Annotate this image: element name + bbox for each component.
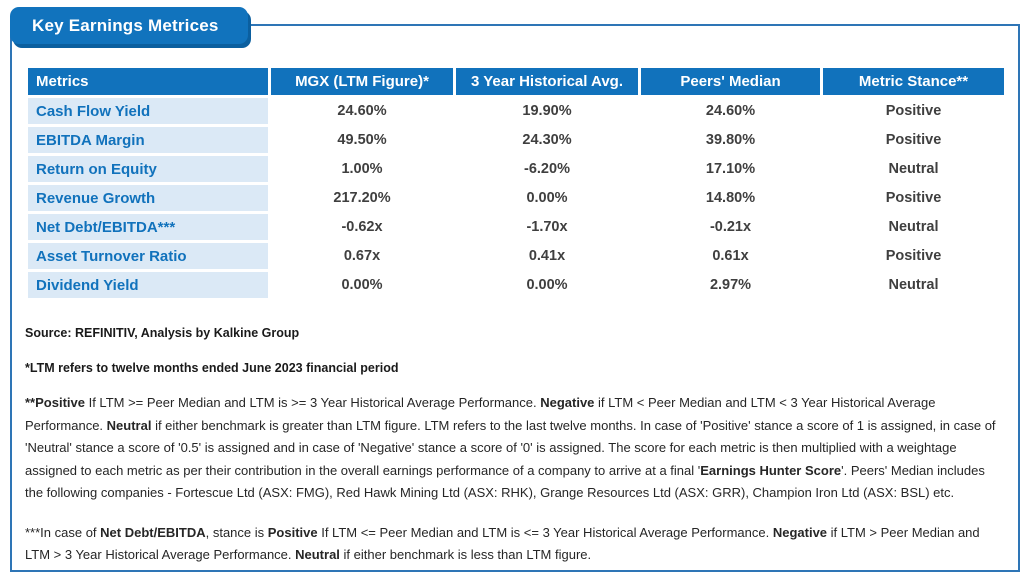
metric-name-cell: Revenue Growth [28, 185, 268, 211]
column-header-mgx: MGX (LTM Figure)* [271, 68, 453, 95]
historical-value-cell: -6.20% [456, 156, 638, 182]
metric-name-cell: Dividend Yield [28, 272, 268, 298]
historical-value-cell: 24.30% [456, 127, 638, 153]
metric-name-cell: Net Debt/EBITDA*** [28, 214, 268, 240]
table-row: Cash Flow Yield 24.60% 19.90% 24.60% Pos… [28, 98, 1004, 124]
peers-median-cell: 24.60% [641, 98, 820, 124]
column-header-metric-stance: Metric Stance** [823, 68, 1004, 95]
ltm-footnote: *LTM refers to twelve months ended June … [25, 361, 399, 375]
card-content: Metrics MGX (LTM Figure)* 3 Year Histori… [25, 65, 1007, 567]
table-row: Return on Equity 1.00% -6.20% 17.10% Neu… [28, 156, 1004, 182]
table-header-row: Metrics MGX (LTM Figure)* 3 Year Histori… [28, 68, 1004, 95]
metric-name-cell: Asset Turnover Ratio [28, 243, 268, 269]
peers-median-cell: 0.61x [641, 243, 820, 269]
table-row: Dividend Yield 0.00% 0.00% 2.97% Neutral [28, 272, 1004, 298]
historical-value-cell: 19.90% [456, 98, 638, 124]
stance-definition-footnote: **Positive If LTM >= Peer Median and LTM… [25, 395, 996, 500]
mgx-value-cell: -0.62x [271, 214, 453, 240]
source-note: Source: REFINITIV, Analysis by Kalkine G… [25, 326, 300, 340]
historical-value-cell: 0.00% [456, 272, 638, 298]
stance-cell: Positive [823, 185, 1004, 211]
stance-cell: Neutral [823, 214, 1004, 240]
peers-median-cell: -0.21x [641, 214, 820, 240]
stance-cell: Positive [823, 243, 1004, 269]
column-header-metrics: Metrics [28, 68, 268, 95]
mgx-value-cell: 217.20% [271, 185, 453, 211]
table-row: Asset Turnover Ratio 0.67x 0.41x 0.61x P… [28, 243, 1004, 269]
mgx-value-cell: 49.50% [271, 127, 453, 153]
historical-value-cell: 0.41x [456, 243, 638, 269]
table-row: EBITDA Margin 49.50% 24.30% 39.80% Posit… [28, 127, 1004, 153]
stance-cell: Neutral [823, 272, 1004, 298]
peers-median-cell: 14.80% [641, 185, 820, 211]
title-tab: Key Earnings Metrices [10, 7, 248, 44]
historical-value-cell: 0.00% [456, 185, 638, 211]
peers-median-cell: 2.97% [641, 272, 820, 298]
mgx-value-cell: 0.00% [271, 272, 453, 298]
netdebt-definition-footnote: ***In case of Net Debt/EBITDA, stance is… [25, 524, 980, 563]
historical-value-cell: -1.70x [456, 214, 638, 240]
stance-cell: Positive [823, 127, 1004, 153]
metric-name-cell: Cash Flow Yield [28, 98, 268, 124]
page-title: Key Earnings Metrices [32, 15, 219, 35]
mgx-value-cell: 1.00% [271, 156, 453, 182]
peers-median-cell: 17.10% [641, 156, 820, 182]
stance-cell: Positive [823, 98, 1004, 124]
table-row: Revenue Growth 217.20% 0.00% 14.80% Posi… [28, 185, 1004, 211]
stance-cell: Neutral [823, 156, 1004, 182]
metric-name-cell: EBITDA Margin [28, 127, 268, 153]
table-row: Net Debt/EBITDA*** -0.62x -1.70x -0.21x … [28, 214, 1004, 240]
mgx-value-cell: 0.67x [271, 243, 453, 269]
column-header-peers-median: Peers' Median [641, 68, 820, 95]
metrics-table: Metrics MGX (LTM Figure)* 3 Year Histori… [25, 65, 1007, 301]
mgx-value-cell: 24.60% [271, 98, 453, 124]
peers-median-cell: 39.80% [641, 127, 820, 153]
metric-name-cell: Return on Equity [28, 156, 268, 182]
column-header-historical: 3 Year Historical Avg. [456, 68, 638, 95]
